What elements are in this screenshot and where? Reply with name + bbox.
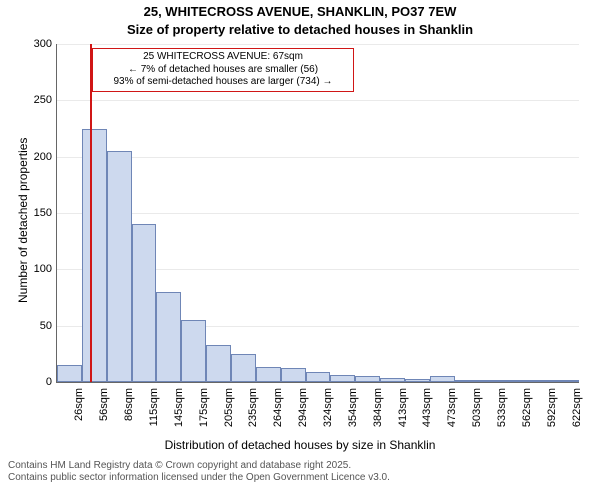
gridline bbox=[57, 44, 579, 45]
x-tick-label: 56sqm bbox=[98, 388, 110, 438]
bar bbox=[107, 151, 132, 382]
gridline bbox=[57, 213, 579, 214]
x-tick-label: 384sqm bbox=[372, 388, 384, 438]
bar bbox=[256, 367, 281, 382]
title-line2: Size of property relative to detached ho… bbox=[0, 22, 600, 37]
annotation-line: 25 WHITECROSS AVENUE: 67sqm bbox=[99, 51, 347, 64]
x-tick-label: 622sqm bbox=[571, 388, 583, 438]
title-line1: 25, WHITECROSS AVENUE, SHANKLIN, PO37 7E… bbox=[0, 4, 600, 19]
chart-container: 25, WHITECROSS AVENUE, SHANKLIN, PO37 7E… bbox=[0, 0, 600, 500]
x-tick-label: 413sqm bbox=[397, 388, 409, 438]
x-tick-label: 294sqm bbox=[297, 388, 309, 438]
annotation-box: 25 WHITECROSS AVENUE: 67sqm ← 7% of deta… bbox=[92, 48, 354, 92]
bar bbox=[405, 379, 430, 382]
x-tick-label: 443sqm bbox=[421, 388, 433, 438]
annotation-line: ← 7% of detached houses are smaller (56) bbox=[99, 64, 347, 77]
x-axis-label: Distribution of detached houses by size … bbox=[0, 438, 600, 452]
bar bbox=[132, 224, 157, 382]
bar bbox=[554, 380, 579, 382]
plot-area bbox=[56, 44, 579, 383]
x-tick-label: 473sqm bbox=[446, 388, 458, 438]
x-tick-label: 562sqm bbox=[521, 388, 533, 438]
y-tick-label: 0 bbox=[0, 376, 52, 388]
bar bbox=[206, 345, 231, 382]
bar bbox=[82, 129, 107, 383]
marker-line bbox=[90, 44, 92, 382]
y-tick-label: 250 bbox=[0, 94, 52, 106]
y-tick-label: 200 bbox=[0, 151, 52, 163]
bar bbox=[281, 368, 306, 382]
y-tick-label: 100 bbox=[0, 263, 52, 275]
y-tick-label: 300 bbox=[0, 38, 52, 50]
x-tick-label: 354sqm bbox=[347, 388, 359, 438]
gridline bbox=[57, 100, 579, 101]
x-tick-label: 175sqm bbox=[198, 388, 210, 438]
bar bbox=[330, 375, 355, 382]
bar bbox=[504, 380, 529, 382]
bar bbox=[355, 376, 380, 382]
bar bbox=[480, 380, 505, 382]
bar bbox=[380, 378, 405, 383]
x-tick-label: 235sqm bbox=[247, 388, 259, 438]
footer-line: Contains public sector information licen… bbox=[8, 472, 390, 484]
bar bbox=[156, 292, 181, 382]
footer: Contains HM Land Registry data © Crown c… bbox=[8, 460, 390, 484]
bar bbox=[529, 380, 554, 382]
x-tick-label: 145sqm bbox=[173, 388, 185, 438]
annotation-line: 93% of semi-detached houses are larger (… bbox=[99, 76, 347, 89]
x-tick-label: 264sqm bbox=[272, 388, 284, 438]
x-tick-label: 592sqm bbox=[546, 388, 558, 438]
x-tick-label: 26sqm bbox=[73, 388, 85, 438]
bar bbox=[306, 372, 331, 382]
gridline bbox=[57, 157, 579, 158]
x-tick-label: 115sqm bbox=[148, 388, 160, 438]
bar bbox=[231, 354, 256, 382]
bar bbox=[181, 320, 206, 382]
x-tick-label: 533sqm bbox=[496, 388, 508, 438]
x-tick-label: 86sqm bbox=[123, 388, 135, 438]
bar bbox=[57, 365, 82, 382]
x-tick-label: 324sqm bbox=[322, 388, 334, 438]
y-tick-label: 50 bbox=[0, 320, 52, 332]
y-tick-label: 150 bbox=[0, 207, 52, 219]
bar bbox=[430, 376, 455, 382]
x-tick-label: 205sqm bbox=[223, 388, 235, 438]
x-tick-label: 503sqm bbox=[471, 388, 483, 438]
footer-line: Contains HM Land Registry data © Crown c… bbox=[8, 460, 390, 472]
bar bbox=[455, 380, 480, 382]
